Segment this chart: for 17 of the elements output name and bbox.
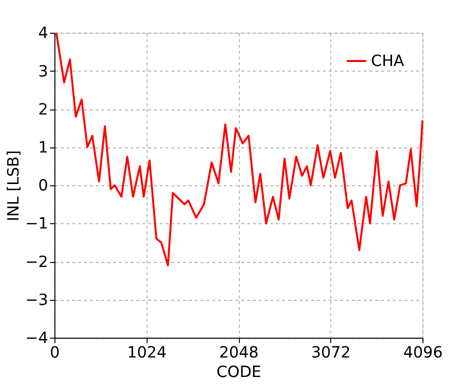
legend-label: CHA [370, 52, 404, 70]
y-tick-label: −3 [25, 290, 48, 309]
y-tick-label: 0 [38, 176, 48, 195]
y-tick-label: −4 [25, 329, 48, 348]
x-tick-label: 4096 [403, 344, 443, 362]
y-tick-label: 1 [38, 138, 48, 157]
x-tick-label: 0 [50, 344, 60, 362]
x-tick-label: 3072 [311, 344, 351, 362]
x-tick-label: 1024 [127, 344, 167, 362]
x-axis-title: CODE [216, 363, 262, 382]
y-tick-label: −1 [25, 214, 48, 233]
y-tick-label: −2 [25, 252, 48, 271]
y-tick-label: 3 [38, 62, 48, 80]
y-tick-label: 4 [38, 24, 48, 42]
x-tick-label: 2048 [219, 344, 259, 362]
y-tick-label: 2 [38, 100, 48, 118]
y-axis-title: INL [LSB] [4, 150, 22, 222]
